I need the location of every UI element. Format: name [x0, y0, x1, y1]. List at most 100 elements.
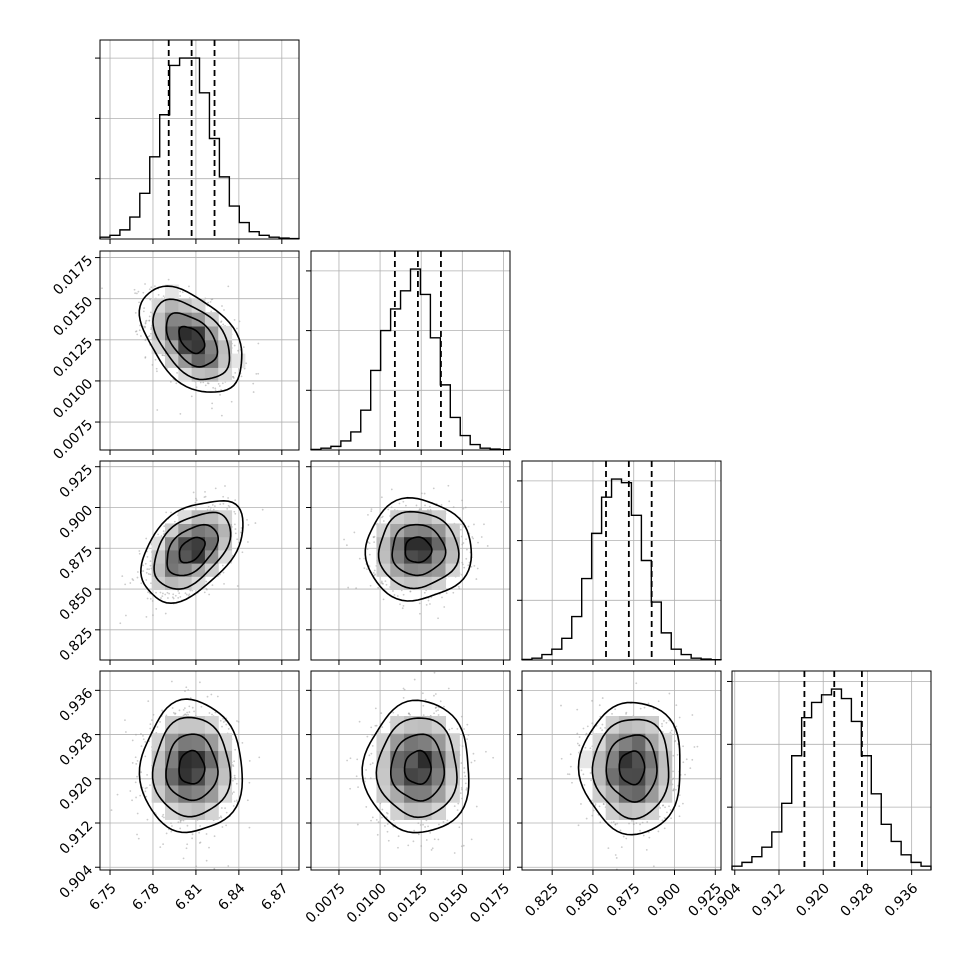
scatter-point	[140, 771, 143, 774]
density-cell	[618, 715, 633, 734]
scatter-point	[161, 709, 163, 712]
scatter-point	[146, 568, 149, 571]
scatter-point	[418, 508, 421, 511]
scatter-point	[150, 286, 153, 289]
x-tick-label-3-1: 0.912	[749, 880, 789, 920]
scatter-point	[466, 738, 469, 741]
scatter-point	[184, 690, 186, 693]
scatter-point	[225, 811, 228, 814]
scatter-point	[429, 831, 432, 834]
scatter-point	[390, 488, 393, 491]
corner-panels: 6.75 6.78 6.81 6.84 6.87 0.00750.01000.01250.…	[50, 39, 932, 926]
scatter-point	[412, 840, 415, 843]
density-cell	[404, 802, 419, 820]
density-cell	[417, 715, 433, 734]
density-cell	[417, 733, 433, 751]
density-cell	[191, 563, 206, 577]
scatter-point	[393, 594, 396, 596]
hist-frame-0	[99, 39, 300, 240]
scatter-point	[232, 779, 234, 782]
scatter-point	[387, 508, 390, 511]
scatter-point	[199, 825, 202, 827]
scatter-point	[462, 507, 465, 510]
density-cell	[431, 750, 447, 769]
density-cell	[376, 733, 391, 751]
panel-frame-3	[99, 670, 300, 871]
scatter-point	[205, 833, 208, 835]
scatter-point	[209, 301, 212, 303]
scatter-point	[142, 570, 145, 572]
x-tick-label-2-3: 0.900	[645, 880, 685, 920]
scatter-point	[138, 552, 141, 555]
scatter-point	[155, 591, 157, 594]
scatter-point	[460, 822, 463, 825]
density-cell	[191, 576, 206, 591]
scatter-point	[166, 591, 169, 594]
scatter-point	[397, 835, 400, 838]
scatter-point	[480, 536, 483, 538]
scatter-point	[578, 744, 581, 747]
scatter-point	[195, 386, 198, 389]
y-tick-label-2-1: 0.850	[57, 584, 97, 624]
contour-4-2	[375, 717, 458, 819]
scatter-point	[179, 821, 182, 823]
density-cell	[218, 549, 233, 564]
scatter-point	[164, 612, 167, 615]
scatter-point	[186, 824, 189, 827]
scatter-point	[370, 726, 373, 729]
scatter-point	[164, 593, 167, 596]
scatter-point	[657, 700, 660, 703]
scatter-point	[185, 593, 188, 596]
scatter-point	[370, 510, 373, 512]
scatter-point	[447, 484, 450, 487]
scatter-point	[380, 496, 383, 499]
scatter-point	[425, 839, 428, 841]
scatter-point	[233, 318, 236, 321]
scatter-point	[234, 778, 237, 780]
scatter-point	[363, 780, 366, 783]
density-cell	[151, 784, 166, 803]
scatter-point	[144, 356, 147, 359]
scatter-point	[169, 380, 172, 383]
density-cell	[618, 750, 633, 769]
density-cell	[390, 523, 405, 538]
scatter-point	[635, 822, 638, 825]
scatter-point	[371, 734, 373, 736]
x-tick-label-0-2: 6.81	[172, 880, 205, 913]
scatter-point	[182, 857, 185, 860]
density-cell	[645, 733, 660, 751]
scatter-point	[661, 804, 664, 807]
scatter-point	[682, 745, 684, 748]
scatter-point	[223, 309, 225, 311]
scatter-point	[463, 566, 466, 569]
contour-0-1	[165, 312, 219, 368]
scatter-point	[560, 704, 562, 707]
density-cell	[191, 802, 206, 820]
scatter-point	[145, 571, 148, 574]
scatter-point	[162, 354, 165, 357]
scatter-point	[467, 525, 470, 528]
scatter-point	[672, 770, 674, 773]
density-cell	[164, 767, 179, 786]
density-cell	[632, 733, 646, 751]
density-cell	[376, 767, 391, 786]
panel-frame-4	[310, 670, 511, 871]
scatter-point	[661, 731, 664, 733]
scatter-point	[402, 605, 405, 607]
scatter-point	[191, 589, 194, 592]
density-cell	[151, 750, 166, 769]
scatter-point	[227, 285, 230, 288]
density-cell	[404, 767, 419, 786]
scatter-point	[672, 754, 675, 757]
scatter-point	[194, 501, 197, 504]
scatter-point	[592, 809, 595, 812]
scatter-point	[149, 597, 152, 600]
scatter-point	[222, 502, 225, 505]
y-tick-label-1-3: 0.0150	[50, 294, 96, 340]
scatter-point	[234, 372, 237, 374]
contour-0-3	[138, 285, 243, 393]
scatter-point	[693, 746, 696, 748]
scatter-point	[206, 588, 208, 591]
hist-panel-0	[95, 39, 300, 244]
scatter-point	[685, 758, 688, 761]
